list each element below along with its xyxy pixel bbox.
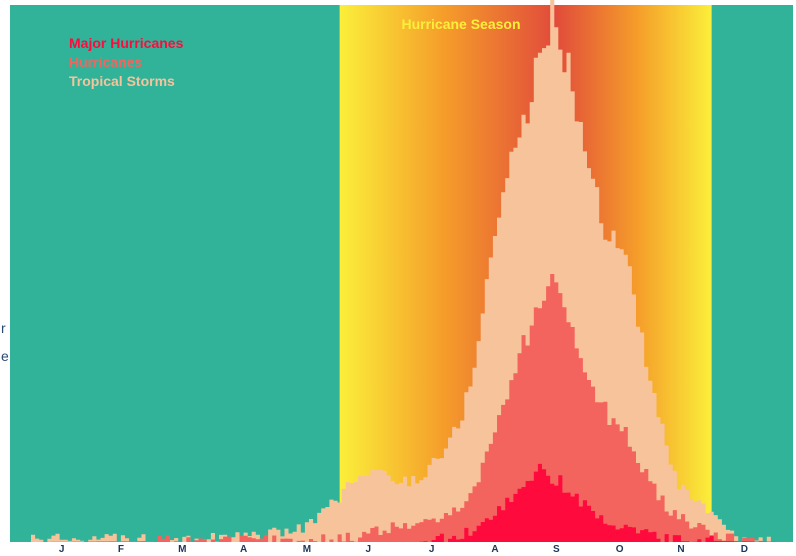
month-tick-label: J: [429, 544, 435, 555]
month-tick-label: O: [616, 544, 624, 555]
month-tick-label: A: [491, 544, 498, 555]
month-tick-label: N: [677, 544, 684, 555]
edge-glyph-lower: e: [1, 348, 9, 364]
series-area-major-hurricanes: [31, 463, 775, 542]
month-tick-label: M: [178, 544, 186, 555]
month-tick-label: J: [59, 544, 65, 555]
legend-entry-major-hurricanes: Major Hurricanes: [69, 35, 184, 51]
legend-entry-tropical-storms: Tropical Storms: [69, 73, 175, 89]
series-areas: [31, 0, 775, 542]
legend-entry-hurricanes: Hurricanes: [69, 54, 142, 70]
month-tick-label: M: [303, 544, 311, 555]
month-tick-label: S: [553, 544, 560, 555]
month-tick-label: A: [240, 544, 247, 555]
month-tick-label: J: [365, 544, 371, 555]
season-title: Hurricane Season: [401, 16, 520, 32]
edge-glyph-upper: r: [1, 320, 6, 336]
month-tick-label: F: [118, 544, 124, 555]
month-tick-label: D: [741, 544, 748, 555]
legend: Major Hurricanes Hurricanes Tropical Storm…: [69, 35, 184, 89]
series-area-hurricanes: [31, 274, 775, 542]
